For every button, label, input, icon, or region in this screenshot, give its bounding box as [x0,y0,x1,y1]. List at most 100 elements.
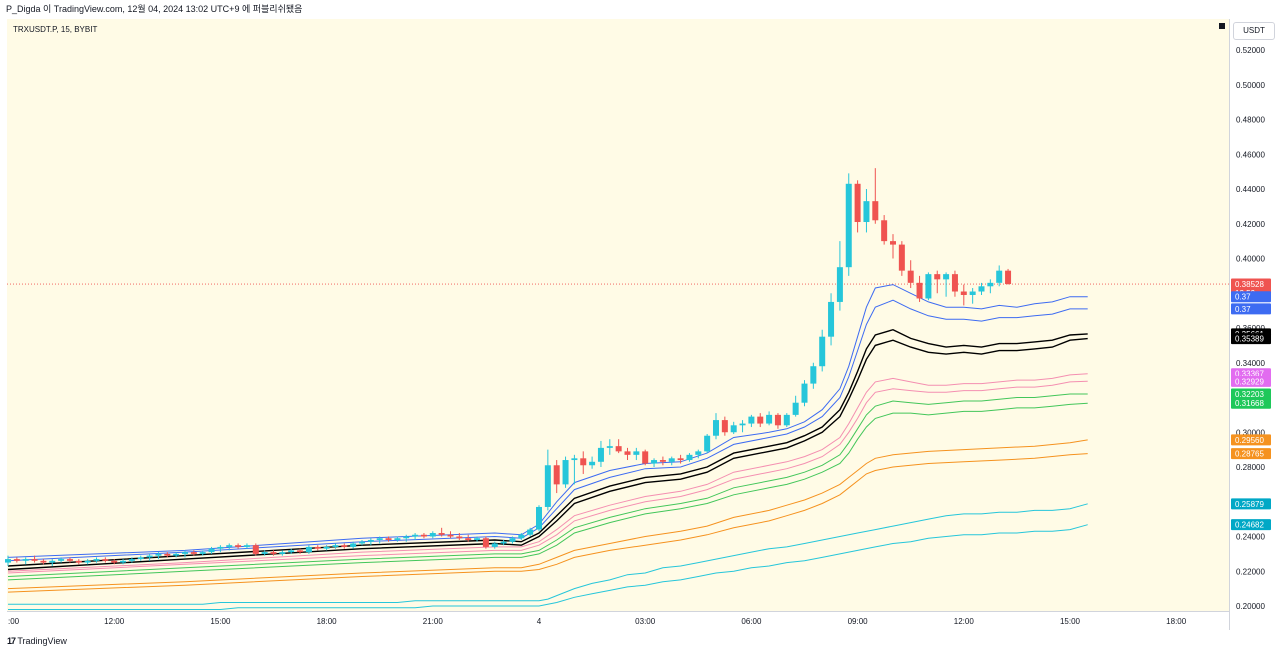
candle-body [642,451,649,464]
candle-body [102,559,109,561]
candle-body [774,414,781,426]
price-label: 0.33367 [1235,370,1264,379]
time-axis[interactable] [7,611,1229,631]
candle-body [651,460,658,464]
candle-body [5,559,11,563]
candle-body [881,220,888,242]
candle-body [305,546,312,553]
price-label-box [1231,397,1271,409]
candle-body [456,536,463,539]
candle-body [128,559,135,561]
candle-body [58,559,65,561]
y-tick-label: 0.28000 [1236,463,1265,472]
candle-body [297,550,304,553]
candle-body [597,447,604,462]
candle-body [13,559,20,561]
candle-body [704,435,711,452]
indicator-line-teal-lower [8,524,1088,610]
price-label: 0.29560 [1235,436,1264,445]
candle-body [536,506,542,530]
candle-body [721,420,728,433]
candle-body [261,552,268,554]
y-tick-label: 0.48000 [1236,116,1265,125]
candle-body [863,201,870,223]
candle-body [677,458,684,461]
x-tick-label: 03:00 [635,617,656,626]
candle-body [66,559,73,561]
candle-body [828,301,835,337]
candle-body [111,560,118,563]
price-label-box [1231,303,1271,315]
candle-body [31,559,38,561]
indicator-line-green-upper [7,393,1088,577]
y-tick-label: 0.20000 [1236,602,1265,611]
x-tick-label: 12:00 [104,617,125,626]
candle-body [226,545,233,547]
x-tick-label: 21:00 [423,617,444,626]
candle-body [137,557,144,560]
price-label: 0.31668 [1235,399,1264,408]
candle-body [482,538,489,547]
indicator-line-green-lower [7,402,1088,581]
candle-body [288,550,295,553]
candle-body [562,460,569,485]
candle-body [367,539,374,542]
price-label: 0.28765 [1235,450,1264,459]
candle-body [323,546,330,549]
candle-body [420,534,427,537]
y-tick-label: 0.52000 [1236,46,1265,55]
candle-body [810,366,817,384]
candle-body [199,552,206,554]
tv-logo-icon: 17 [7,636,16,646]
candle-body [890,241,896,245]
candle-body [243,545,250,547]
candle-body [164,553,171,556]
candle-body [208,548,215,553]
x-tick-label: 4 [537,617,542,626]
candle-body [951,274,958,292]
candle-body [757,416,764,424]
candle-body [934,274,941,280]
candle-body [633,451,640,455]
candle-body [544,465,551,507]
candle-body [845,183,852,268]
candle-body [925,274,932,299]
candle-body [713,420,719,436]
y-tick-label: 0.34000 [1236,359,1265,368]
candle-body [465,538,472,540]
candle-body [960,291,967,295]
candle-body [438,533,445,535]
candle-body [916,282,923,299]
candle-body [606,446,613,448]
candle-body [907,270,914,283]
candle-body [801,383,808,403]
candle-body [1005,270,1012,285]
price-label-box [1231,434,1271,446]
candle-body [412,534,419,537]
candle-body [314,546,321,549]
candle-body [403,536,410,539]
y-tick-label: 0.40000 [1236,255,1265,264]
candle-body [527,529,534,535]
square-icon[interactable] [1219,23,1225,29]
candle-body [40,560,47,563]
candle-body [748,416,755,424]
price-label: 0.38528 [1235,280,1264,289]
candle-body [509,538,516,542]
price-label-box [1231,333,1271,345]
candle-body [624,451,631,455]
currency-button[interactable]: USDT [1233,22,1275,40]
candle-body [854,183,861,223]
price-label: 0.32929 [1235,377,1264,386]
candle-body [686,454,693,461]
chart-area[interactable] [7,19,1229,611]
candle-body [898,244,905,271]
price-label-box [1231,291,1271,303]
y-tick-label: 0.22000 [1236,567,1265,576]
candle-body [75,560,82,563]
x-tick-label: 12:00 [954,617,975,626]
price-label: 0.37 [1235,293,1251,302]
x-tick-label: 18:00 [1166,617,1187,626]
candle-body [783,414,790,426]
